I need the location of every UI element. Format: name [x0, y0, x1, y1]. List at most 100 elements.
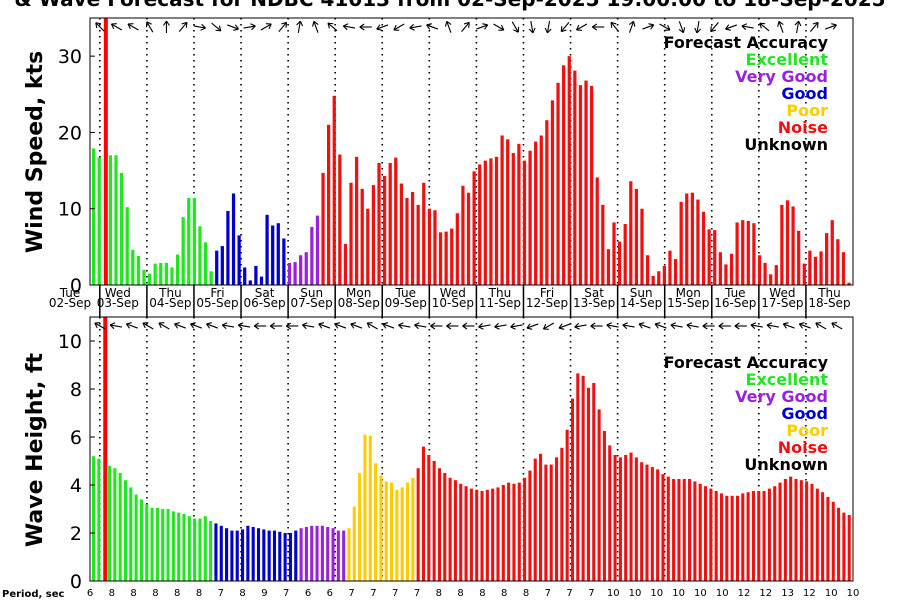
wind-bar — [791, 206, 795, 285]
wave-y-tick-label: 6 — [70, 427, 82, 449]
wind-direction-arrow — [178, 21, 188, 32]
wave-direction-arrow — [478, 322, 491, 330]
wind-direction-arrow — [312, 20, 319, 33]
wind-bar — [310, 227, 314, 285]
wave-direction-arrow — [766, 322, 779, 330]
wind-bar — [170, 267, 174, 285]
wind-plot-frame — [89, 17, 854, 286]
day-date: 08-Sep — [338, 296, 380, 310]
wave-bar — [320, 525, 324, 581]
wind-bar — [354, 156, 359, 285]
period-value: 8 — [174, 588, 180, 599]
wind-direction-arrow — [759, 22, 770, 32]
wave-bar — [757, 491, 761, 581]
wave-bar — [826, 497, 830, 581]
wind-bar — [108, 155, 113, 285]
day-name: Thu — [488, 286, 512, 300]
wind-bar — [175, 254, 180, 285]
wind-bar — [539, 135, 543, 285]
wave-bar — [198, 518, 202, 581]
wave-bar — [235, 530, 239, 581]
wind-bar — [203, 242, 208, 285]
wind-bar — [394, 157, 398, 285]
wind-bar — [673, 259, 678, 285]
period-value: 13 — [781, 588, 794, 599]
wind-bar — [813, 256, 818, 285]
wave-y-tick-label: 2 — [70, 523, 82, 545]
wave-legend-item: Unknown — [744, 455, 828, 474]
wave-bar — [842, 512, 846, 581]
wave-bar — [794, 479, 798, 581]
wave-height-bars — [92, 317, 851, 581]
wind-bar — [461, 185, 465, 285]
wave-direction-arrow — [558, 323, 571, 330]
wave-bar — [267, 530, 271, 581]
wind-bar — [405, 198, 409, 285]
wave-bar — [576, 373, 580, 581]
wind-bar — [735, 222, 739, 285]
wind-bar — [830, 220, 834, 285]
wind-bar — [265, 214, 269, 285]
wave-legend-item: Noise — [778, 438, 828, 457]
wave-bar — [789, 476, 793, 581]
wind-bar — [797, 230, 801, 285]
wind-bar — [578, 85, 583, 285]
period-value: 8 — [436, 588, 442, 599]
period-value: 9 — [261, 588, 267, 599]
wind-direction-arrow — [544, 20, 552, 34]
wind-bar — [187, 198, 191, 285]
wind-direction-arrow — [296, 20, 304, 34]
wave-y-tick-label: 0 — [70, 571, 82, 593]
wave-bar — [241, 529, 245, 581]
wave-bar — [640, 462, 644, 581]
wind-bar — [125, 207, 129, 285]
wind-direction-arrow — [409, 23, 422, 31]
day-name: Thu — [817, 286, 841, 300]
day-name: Mon — [346, 286, 371, 300]
wave-bar — [405, 482, 410, 581]
wind-bar — [785, 200, 790, 285]
wave-direction-arrow — [590, 322, 603, 330]
wind-bar — [556, 82, 560, 285]
wind-direction-arrow — [243, 23, 256, 31]
day-date: 17-Sep — [761, 296, 803, 310]
wind-bar — [114, 155, 118, 285]
wind-legend-title: Forecast Accuracy — [664, 33, 829, 52]
wave-bar — [783, 479, 787, 581]
wind-bar — [679, 201, 683, 285]
wind-bar — [97, 157, 101, 285]
period-value: 8 — [109, 588, 115, 599]
wind-bar — [836, 239, 840, 285]
wave-direction-arrow — [125, 322, 138, 329]
wind-bar — [349, 182, 353, 285]
wave-y-tick-label: 8 — [70, 379, 82, 401]
wind-bar — [590, 85, 594, 285]
wind-bar — [696, 199, 700, 285]
wind-bar — [131, 249, 135, 285]
period-value: 10 — [629, 588, 642, 599]
wind-direction-arrow — [278, 21, 288, 32]
period-value: 7 — [588, 588, 594, 599]
period-value: 7 — [370, 588, 376, 599]
wave-bar — [523, 477, 527, 581]
wave-y-axis-ticks: 0 2 4 6 8 10 — [58, 331, 95, 593]
wind-bar — [438, 232, 443, 285]
wind-bar — [718, 252, 722, 285]
wave-bar — [390, 482, 394, 581]
wind-bar — [601, 204, 605, 285]
wind-bar — [472, 171, 476, 285]
wind-bar — [562, 65, 566, 285]
period-value: 10 — [847, 588, 860, 599]
wind-bar — [757, 255, 762, 285]
wave-day-gridlines — [99, 317, 807, 581]
wind-bar — [304, 252, 308, 285]
period-value: 10 — [694, 588, 707, 599]
wind-bar — [802, 263, 806, 285]
wind-direction-arrow — [461, 21, 470, 32]
period-value: 7 — [392, 588, 398, 599]
day-date: 07-Sep — [291, 296, 333, 310]
wave-bar — [304, 527, 308, 581]
wave-bar — [581, 375, 585, 581]
